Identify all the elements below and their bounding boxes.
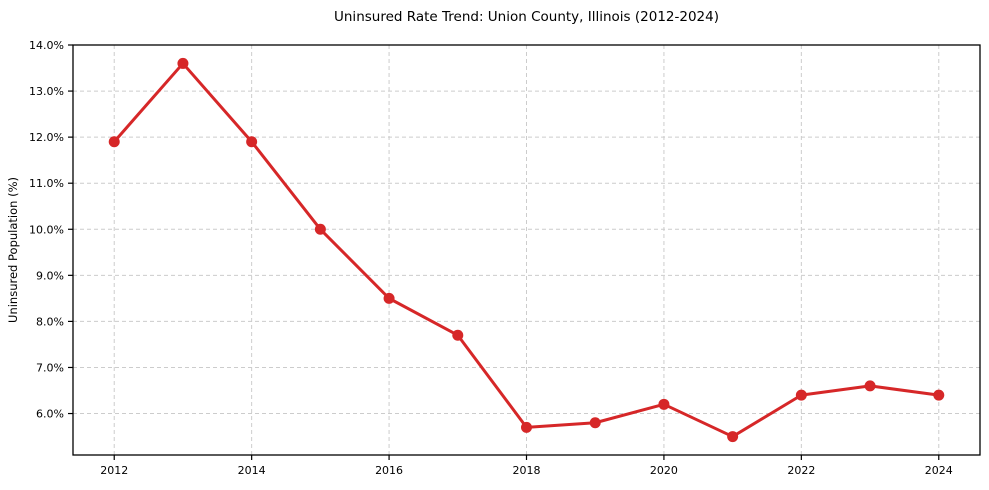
data-point <box>933 389 945 401</box>
data-point <box>452 329 464 341</box>
data-point <box>177 57 189 69</box>
chart-title: Uninsured Rate Trend: Union County, Illi… <box>334 9 719 25</box>
y-axis-label: Uninsured Population (%) <box>6 177 20 323</box>
y-tick-label: 7.0% <box>36 361 64 374</box>
y-tick-label: 9.0% <box>36 269 64 282</box>
data-point <box>108 136 120 148</box>
y-tick-label: 12.0% <box>29 131 64 144</box>
y-tick-label: 6.0% <box>36 408 64 421</box>
data-point <box>314 223 326 235</box>
trend-series <box>108 57 945 443</box>
data-point <box>383 292 395 304</box>
data-point <box>658 398 670 410</box>
gridlines <box>73 44 980 455</box>
plot-border <box>72 44 981 456</box>
data-point <box>246 136 258 148</box>
y-tick-label: 11.0% <box>29 177 64 190</box>
x-tick-label: 2018 <box>513 464 541 477</box>
x-tick-label: 2012 <box>100 464 128 477</box>
x-tick-label: 2024 <box>925 464 953 477</box>
x-tick-label: 2022 <box>787 464 815 477</box>
y-tick-label: 13.0% <box>29 85 64 98</box>
plot-frame <box>72 44 981 456</box>
x-tick-label: 2014 <box>238 464 266 477</box>
data-point <box>727 431 739 443</box>
axis-ticks: 6.0% 7.0% 8.0% 9.0% 10.0% 11.0% 12.0% 13.0% 14.0… <box>29 39 953 477</box>
y-tick-label: 14.0% <box>29 39 64 52</box>
data-point <box>521 421 532 433</box>
y-tick-label: 8.0% <box>36 315 64 328</box>
y-tick-label: 10.0% <box>29 223 64 236</box>
data-point <box>864 380 876 392</box>
data-point <box>795 389 807 401</box>
x-tick-label: 2016 <box>375 464 403 477</box>
data-point <box>589 417 601 429</box>
x-tick-label: 2020 <box>650 464 678 477</box>
